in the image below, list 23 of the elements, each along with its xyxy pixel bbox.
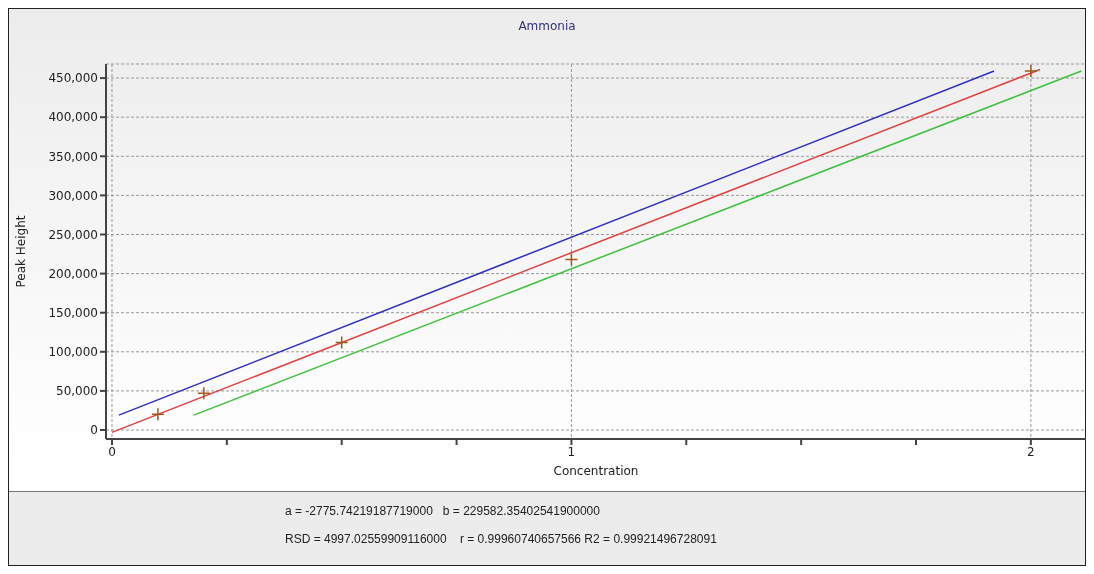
- y-tick-label: 350,000: [48, 149, 98, 164]
- point: [151, 407, 165, 422]
- x-tick-label: 1: [567, 444, 576, 459]
- y-tick-label: 50,000: [56, 384, 98, 399]
- y-tick-label: 200,000: [48, 266, 98, 281]
- y-tick-label: 0: [90, 423, 98, 438]
- y-axis-title: Peak Height: [14, 215, 29, 288]
- y-tick-label: 400,000: [48, 110, 98, 125]
- y-tick-label: 100,000: [48, 345, 98, 360]
- point: [334, 335, 349, 350]
- point: [1024, 64, 1038, 78]
- point: [197, 386, 211, 400]
- chart-title: Ammonia: [517, 19, 577, 33]
- y-tick-label: 150,000: [48, 305, 98, 320]
- x-axis-title: Concentration: [553, 464, 639, 478]
- y-tick-label: 450,000: [48, 71, 98, 86]
- point: [564, 252, 579, 267]
- x-tick-label: 2: [1027, 444, 1035, 459]
- y-tick-label: 250,000: [48, 227, 98, 242]
- text: a = -2775.74219187719000 b = 229582.35402541900000: [285, 504, 600, 518]
- text: RSD = 4997.02559909116000 r = 0.99960740657566 R2 = 0.99921496728091: [285, 532, 717, 546]
- x-tick-label: 0: [108, 444, 116, 459]
- y-tick-label: 300,000: [48, 188, 98, 203]
